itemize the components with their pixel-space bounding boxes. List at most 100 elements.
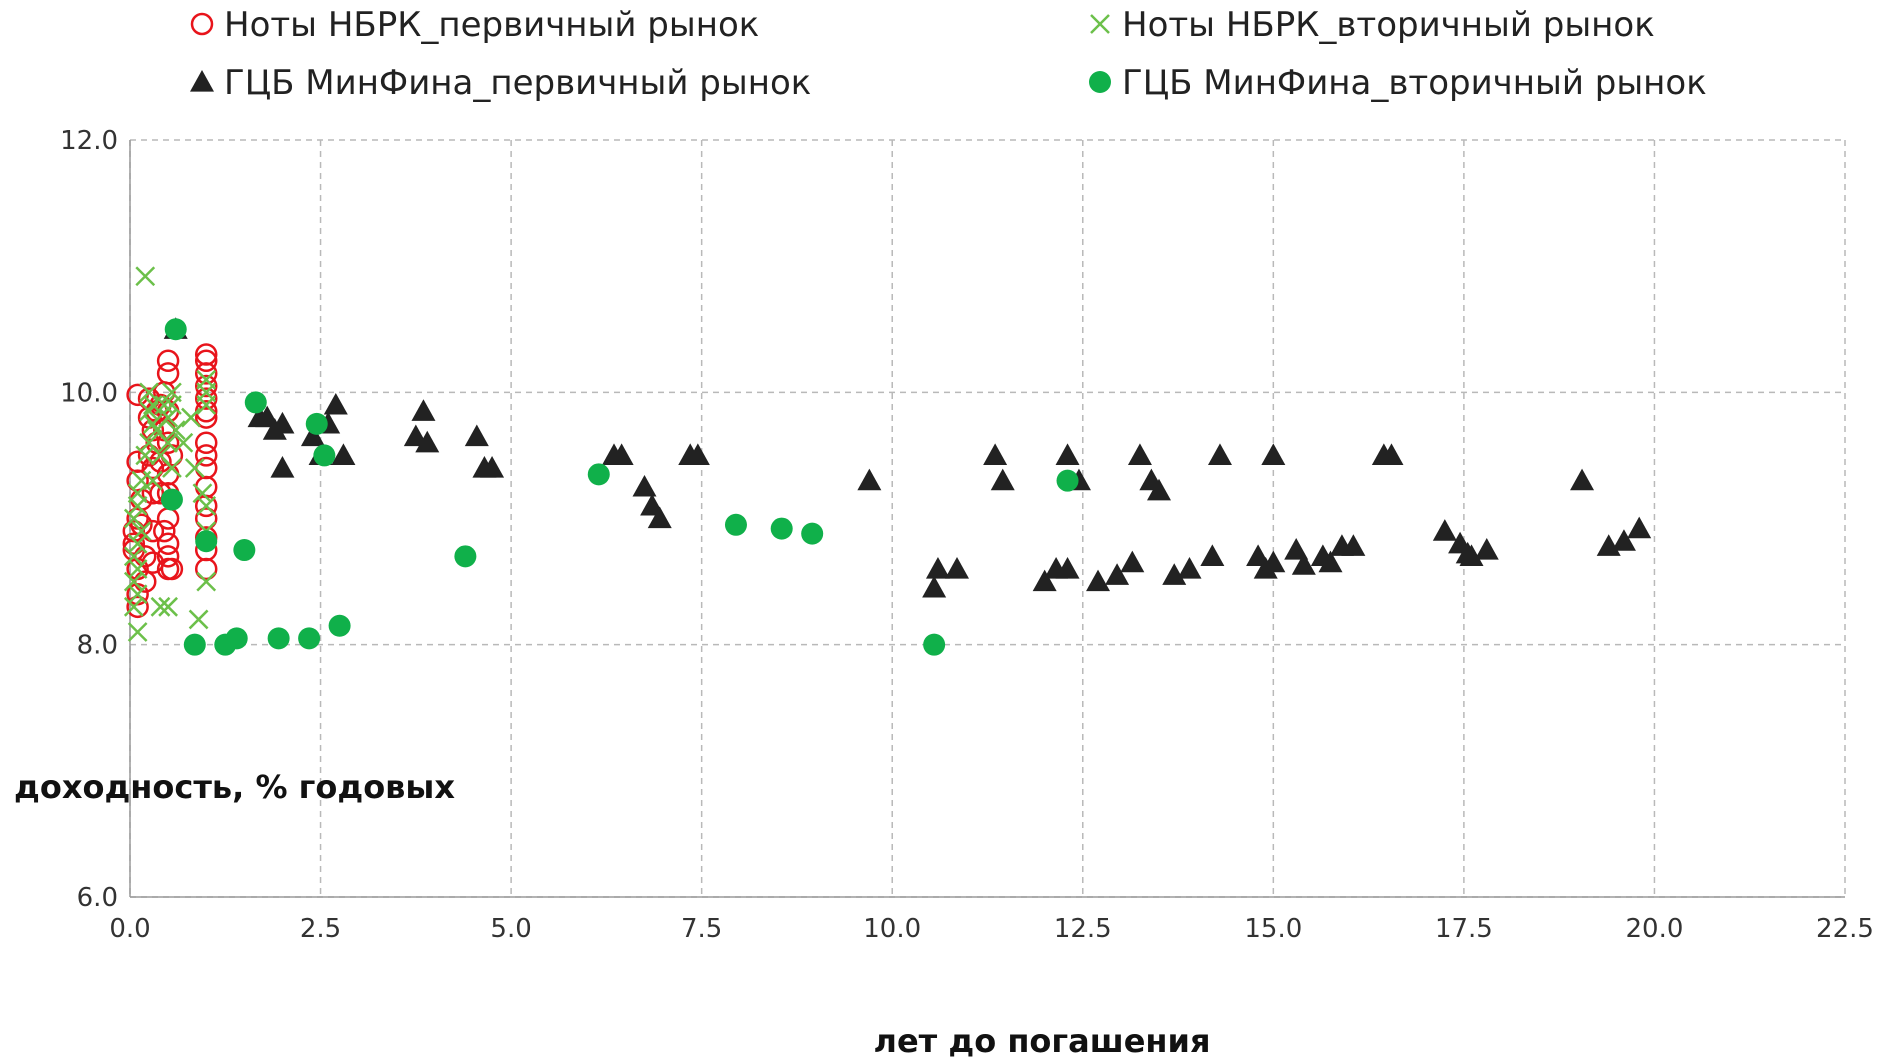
data-point bbox=[131, 521, 152, 542]
data-point bbox=[142, 470, 163, 491]
legend-item: Ноты НБРК_вторичный рынок bbox=[1090, 5, 1655, 45]
y-tick-label: 8.0 bbox=[77, 631, 118, 661]
data-point bbox=[123, 546, 144, 567]
data-point bbox=[158, 432, 178, 453]
x-tick-label: 5.0 bbox=[490, 914, 531, 944]
y-tick-label: 10.0 bbox=[60, 378, 118, 408]
data-point bbox=[127, 559, 148, 579]
data-point bbox=[156, 545, 180, 568]
data-point bbox=[724, 513, 747, 536]
data-point bbox=[1105, 563, 1130, 585]
x-tick-label: 15.0 bbox=[1244, 914, 1302, 944]
x-stroke bbox=[139, 382, 159, 403]
data-point bbox=[156, 349, 180, 373]
legend-label: ГЦБ МинФина_вторичный рынок bbox=[1122, 63, 1707, 103]
x-stroke bbox=[135, 266, 156, 287]
x-tick-label: 10.0 bbox=[863, 914, 921, 944]
data-point bbox=[194, 557, 218, 581]
data-point bbox=[196, 571, 217, 592]
data-point bbox=[127, 622, 148, 642]
data-point bbox=[1432, 519, 1457, 541]
data-point bbox=[153, 519, 176, 543]
data-point bbox=[1379, 443, 1404, 466]
legend-item: ГЦБ МинФина_первичный рынок bbox=[190, 63, 811, 103]
data-point bbox=[160, 557, 184, 581]
data-point bbox=[1162, 563, 1187, 585]
data-point bbox=[194, 362, 218, 385]
data-point bbox=[270, 411, 295, 434]
data-point bbox=[1570, 468, 1595, 491]
data-point bbox=[647, 506, 672, 529]
x-stroke bbox=[188, 609, 209, 630]
data-point bbox=[183, 633, 206, 656]
data-point bbox=[632, 474, 657, 497]
data-point bbox=[156, 362, 180, 385]
data-point bbox=[123, 508, 144, 529]
data-point bbox=[1261, 443, 1286, 466]
data-point bbox=[130, 488, 153, 511]
data-point bbox=[328, 614, 351, 637]
x-stroke bbox=[142, 413, 163, 434]
data-point bbox=[857, 468, 882, 491]
data-point bbox=[270, 456, 295, 478]
x-tick-label: 2.5 bbox=[300, 914, 341, 944]
x-stroke bbox=[181, 407, 201, 428]
data-point bbox=[267, 627, 290, 650]
data-point bbox=[184, 458, 205, 478]
data-point bbox=[127, 584, 148, 605]
x-stroke bbox=[196, 571, 217, 592]
data-point bbox=[609, 443, 634, 466]
data-point bbox=[770, 517, 793, 540]
data-point bbox=[1474, 538, 1499, 560]
x-tick-labels: 0.0 2.5 5.0 7.5 10.0 12.5 15.0 17.5 20.0 22.5 bbox=[109, 914, 1874, 944]
data-point bbox=[123, 571, 144, 592]
y-tick-label: 12.0 bbox=[60, 126, 118, 156]
legend-marker bbox=[190, 70, 214, 92]
data-point bbox=[983, 443, 1008, 466]
x-stroke bbox=[173, 432, 194, 453]
data-point bbox=[127, 483, 148, 504]
data-point bbox=[454, 545, 477, 568]
legend-item: ГЦБ МинФина_вторичный рынок bbox=[1089, 63, 1707, 103]
data-point bbox=[192, 483, 213, 504]
x-stroke bbox=[139, 401, 159, 422]
y-tick-label: 6.0 bbox=[77, 883, 118, 913]
data-point bbox=[305, 412, 328, 435]
x-stroke bbox=[1090, 14, 1110, 34]
data-point bbox=[1032, 569, 1057, 592]
x-stroke bbox=[150, 445, 171, 466]
x-stroke bbox=[131, 521, 152, 542]
data-point bbox=[142, 413, 163, 434]
x-stroke bbox=[158, 432, 178, 453]
data-point bbox=[244, 391, 267, 414]
x-tick-label: 12.5 bbox=[1054, 914, 1112, 944]
series-3 bbox=[163, 317, 1652, 598]
data-point bbox=[165, 420, 186, 441]
data-point bbox=[156, 431, 180, 455]
x-stroke bbox=[127, 533, 148, 554]
data-point bbox=[1291, 553, 1316, 575]
data-point bbox=[1177, 556, 1202, 579]
data-point bbox=[154, 395, 175, 415]
x-stroke bbox=[196, 382, 217, 403]
data-point bbox=[173, 432, 194, 453]
x-stroke bbox=[165, 420, 186, 441]
legend-label: ГЦБ МинФина_первичный рынок bbox=[224, 63, 811, 103]
data-point bbox=[181, 407, 201, 428]
x-stroke bbox=[158, 407, 178, 428]
data-point bbox=[162, 395, 182, 415]
x-stroke bbox=[192, 483, 213, 504]
data-point bbox=[141, 482, 165, 505]
x-stroke bbox=[196, 495, 217, 516]
data-point bbox=[1207, 443, 1232, 466]
legend-marker bbox=[190, 12, 214, 36]
x-stroke bbox=[135, 445, 156, 466]
y-axis-title: доходность, % годовых bbox=[14, 768, 455, 806]
legend-label: Ноты НБРК_первичный рынок bbox=[224, 5, 759, 45]
data-point bbox=[156, 532, 180, 555]
data-point bbox=[300, 424, 325, 447]
data-point bbox=[1055, 443, 1080, 466]
legend-item: Ноты НБРК_первичный рынок bbox=[190, 5, 759, 45]
data-point bbox=[480, 456, 505, 478]
data-point bbox=[150, 596, 171, 617]
